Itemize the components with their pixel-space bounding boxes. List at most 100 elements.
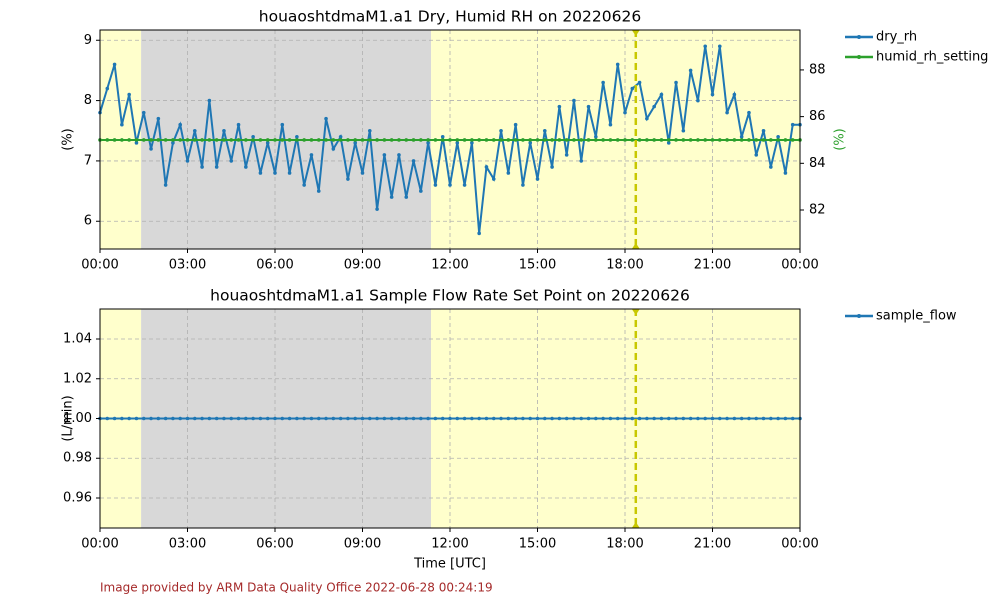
marker — [484, 165, 489, 169]
marker — [623, 416, 627, 421]
marker — [462, 183, 467, 187]
x-tick-label: 03:00 — [169, 258, 206, 273]
marker — [251, 138, 255, 142]
marker — [302, 183, 306, 187]
x-tick-label: 12:00 — [431, 537, 468, 552]
marker — [739, 416, 744, 421]
marker — [652, 104, 656, 109]
marker — [484, 416, 489, 421]
marker — [484, 138, 489, 142]
marker — [586, 416, 591, 421]
marker — [411, 416, 416, 421]
marker — [360, 138, 365, 142]
marker — [703, 44, 708, 49]
marker — [572, 98, 576, 103]
marker — [251, 134, 255, 139]
marker — [645, 116, 649, 121]
marker — [185, 159, 190, 163]
x-tick-label: 06:00 — [256, 537, 293, 552]
marker — [163, 416, 168, 421]
marker — [542, 416, 547, 421]
marker — [732, 416, 737, 421]
marker — [207, 138, 212, 142]
marker — [316, 189, 321, 193]
marker — [572, 416, 576, 421]
y2-axis-label: (%) — [833, 128, 848, 151]
y-tick-label: 0.96 — [63, 490, 92, 505]
marker — [134, 416, 139, 421]
marker — [739, 138, 744, 142]
marker — [273, 416, 277, 421]
x-tick-label: 09:00 — [344, 258, 381, 273]
x-axis-label: Time [UTC] — [413, 557, 486, 572]
marker — [725, 138, 729, 142]
x-tick-label: 03:00 — [169, 537, 206, 552]
marker — [273, 138, 277, 142]
marker — [783, 416, 788, 421]
marker — [440, 134, 445, 139]
marker — [214, 165, 219, 169]
marker — [353, 141, 358, 145]
marker — [324, 138, 328, 142]
x-tick-label: 21:00 — [694, 258, 731, 273]
marker — [389, 138, 394, 142]
marker — [367, 138, 372, 142]
marker — [674, 138, 678, 142]
reference-marker — [631, 30, 640, 36]
marker — [251, 416, 255, 421]
marker — [280, 138, 285, 142]
marker — [382, 153, 387, 157]
marker — [564, 153, 569, 157]
marker — [769, 165, 773, 169]
marker — [295, 416, 299, 421]
marker — [353, 416, 358, 421]
marker — [426, 416, 430, 421]
marker — [790, 138, 795, 142]
y-tick-label: 1.00 — [63, 411, 92, 426]
marker — [477, 138, 481, 142]
marker — [258, 416, 263, 421]
marker — [222, 128, 226, 133]
marker — [550, 138, 554, 142]
marker — [681, 138, 686, 142]
marker — [214, 416, 219, 421]
marker — [710, 138, 715, 142]
marker — [222, 138, 226, 142]
y2-tick-label: 88 — [809, 62, 826, 77]
legend-label: sample_flow — [876, 309, 957, 324]
marker — [630, 86, 635, 91]
marker — [419, 189, 423, 193]
marker — [732, 92, 737, 97]
marker — [120, 122, 124, 127]
marker — [761, 416, 766, 421]
marker — [171, 138, 175, 142]
marker — [171, 416, 175, 421]
marker — [557, 138, 562, 142]
marker — [273, 171, 277, 175]
marker — [236, 416, 241, 421]
y-tick-label: 7 — [84, 153, 92, 168]
marker — [214, 138, 219, 142]
marker — [367, 416, 372, 421]
marker — [200, 138, 204, 142]
marker — [229, 138, 234, 142]
marker — [564, 138, 569, 142]
marker — [287, 138, 292, 142]
marker — [696, 416, 700, 421]
marker — [455, 138, 460, 142]
marker — [265, 141, 270, 145]
marker — [440, 416, 445, 421]
marker — [141, 416, 146, 421]
marker — [149, 147, 153, 151]
marker — [433, 416, 438, 421]
y2-tick-label: 86 — [809, 109, 826, 124]
marker — [769, 416, 773, 421]
marker — [572, 138, 576, 142]
marker — [783, 171, 788, 175]
x-tick-label: 21:00 — [694, 537, 731, 552]
x-tick-label: 18:00 — [606, 258, 643, 273]
marker — [287, 416, 292, 421]
marker — [338, 138, 343, 142]
marker — [287, 171, 292, 175]
